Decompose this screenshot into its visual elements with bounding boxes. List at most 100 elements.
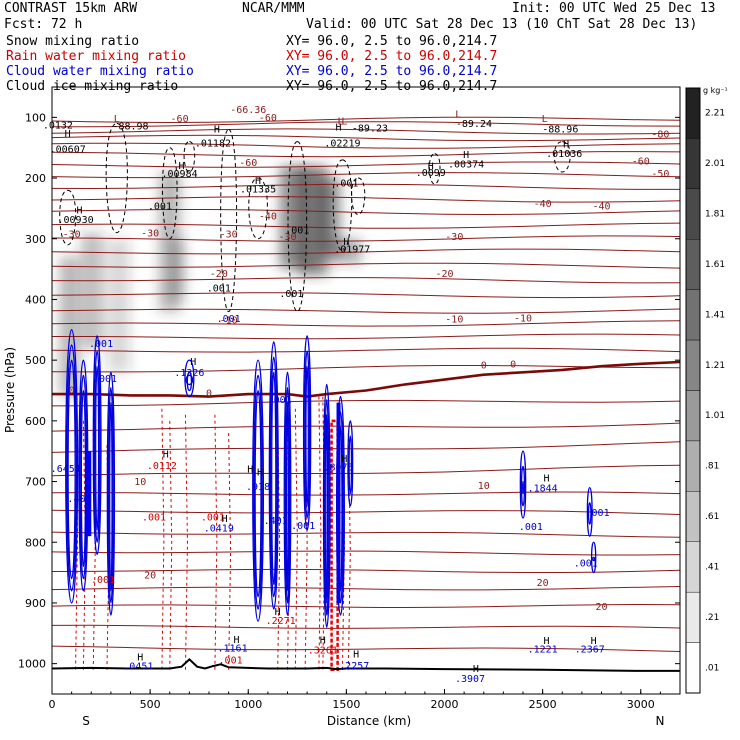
temperature_contours-labels-27: 20 [537, 578, 549, 589]
temperature_contours-extrema-0: .0132 [43, 120, 73, 131]
cloud_water_labels-5: .6451 [51, 464, 81, 475]
freezing-level-path [52, 360, 680, 398]
colorbar-seg-2 [685, 188, 701, 240]
cloud-contour-12-2 [522, 480, 524, 495]
cloud_water_labels-12: .1844 [528, 483, 558, 494]
y-tick-label-2: 300 [25, 233, 46, 246]
isotherm-13 [52, 248, 680, 255]
isotherm-10 [52, 209, 680, 216]
high-marker-0: H [65, 129, 71, 140]
isotherm-3 [52, 134, 680, 142]
temperature_contours-labels-16: -20 [435, 269, 453, 280]
cloud_water_labels-11: .0419 [204, 523, 234, 534]
snow-shade-col-8 [169, 238, 186, 300]
model-title: CONTRAST 15km ARW [4, 1, 138, 16]
cloud-contour-7-1 [304, 350, 311, 519]
cloud-contour-2-1 [93, 350, 101, 543]
cloud_water_labels-0: .001 [217, 314, 241, 325]
cloud-contour-3-2 [109, 401, 113, 592]
low-marker-4: L [542, 114, 548, 125]
temperature_contours-labels-3: -80 [651, 129, 669, 140]
temperature_contours-labels-5: -60 [632, 157, 650, 168]
snow-contour-4 [248, 177, 268, 240]
terrain-line [52, 658, 680, 672]
high-marker-11: H [163, 449, 169, 460]
freezing-level-line [52, 360, 680, 398]
x-tick-label-4: 2000 [431, 698, 459, 711]
isotherm-31 [52, 586, 680, 591]
org-label: NCAR/MMM [242, 1, 305, 16]
temperature_contours-extrema-7: -88.96 [542, 125, 578, 136]
y-tick-label-5: 600 [25, 415, 46, 428]
colorbar-label-10: .21 [705, 613, 719, 623]
temperature_contours-extrema-4: .02219 [324, 138, 360, 149]
isotherm-0 [52, 116, 680, 124]
high-marker-14: H [341, 454, 347, 465]
rain_labels-1: .001 [142, 512, 166, 523]
cloud-contour-0-2 [67, 359, 76, 580]
field-rain-name: Rain water mixing ratio [6, 49, 187, 64]
high-marker-12: H [544, 474, 550, 485]
temperature_contours-labels-11: -30 [141, 228, 159, 239]
snow-contour-10 [183, 141, 196, 173]
cloud-contour-5-2 [271, 371, 277, 586]
init-time: Init: 00 UTC Wed 25 Dec 13 [512, 1, 716, 16]
field-snow-name: Snow mixing ratio [6, 34, 140, 49]
snow-contour-8 [553, 141, 571, 173]
isotherm-33 [52, 624, 680, 629]
rain_labels-4: .001 [219, 656, 243, 667]
rain-streak-7 [214, 414, 218, 670]
colorbar-unit: g kg⁻¹ [703, 86, 728, 95]
isotherm-26 [52, 491, 680, 496]
colorbar-label-11: .01 [705, 663, 719, 673]
y-tick-label-4: 500 [25, 354, 46, 367]
isotherm-16 [52, 292, 680, 299]
cloud-contour-5-1 [269, 356, 278, 598]
cloud_water_labels-20: .1221 [528, 645, 558, 656]
topography-line [52, 658, 680, 672]
cloud-contour-2-2 [95, 365, 100, 531]
temperature_contours-labels-17: -10 [220, 316, 238, 327]
high-marker-5: H [428, 162, 434, 173]
colorbar-label-3: 1.61 [705, 260, 725, 270]
cloud-contour-4-0 [252, 359, 264, 622]
y-tick-label-6: 700 [25, 476, 46, 489]
y-tick-label-1: 200 [25, 172, 46, 185]
snow_labels-0: .00984 [162, 169, 198, 180]
high-marker-22: H [320, 636, 326, 647]
contour-labels: -60-66.36-60-80-60 -60-50-40 -40-40-30 -30-… [43, 105, 670, 685]
temperature_contours-extrema-5: -89.23 [352, 123, 388, 134]
x-tick-label-6: 3000 [627, 698, 655, 711]
colorbar-seg-0 [685, 87, 701, 139]
axes: 0 500 1000 1500 2000 2500 30001002003004005006… [18, 111, 681, 711]
snow-shading [59, 165, 362, 397]
y-axis-title: Pressure (hPa) [3, 347, 17, 433]
temperature_contours-labels-28: 20 [595, 602, 607, 613]
temperature_contours-extrema-2: -88.98 [112, 121, 148, 132]
snow_labels-6: .001 [207, 284, 231, 295]
colorbar-seg-5 [685, 339, 701, 391]
cloud-contour-1-0 [78, 359, 89, 592]
temperature_contours-labels-4: -60 [239, 158, 257, 169]
temperature_contours-labels-13: -30 [278, 232, 296, 243]
high-marker-4: H [255, 176, 261, 187]
high-marker-20: H [233, 635, 239, 646]
colorbar-label-7: .81 [705, 462, 719, 472]
temperature_contours-labels-9: -40 [259, 211, 277, 222]
temperature_contours-labels-19: -10 [514, 313, 532, 324]
cloud_water_labels-8: .401 [264, 516, 288, 527]
isotherm-2 [52, 128, 680, 135]
low-marker-2: L [341, 117, 347, 128]
cloud-contour-3-1 [107, 386, 114, 604]
snow_labels-3: .001 [334, 179, 358, 190]
isotherm-8 [52, 183, 680, 190]
temperature_contours-labels-18: -10 [445, 315, 463, 326]
rain-streak-4 [161, 408, 165, 670]
snow_labels-1: .01335 [240, 185, 276, 196]
y-tick-label-3: 400 [25, 293, 46, 306]
colorbar-label-1: 2.01 [705, 159, 725, 169]
valid-time: Valid: 00 UTC Sat 28 Dec 13 (10 ChT Sat … [306, 17, 698, 32]
temperature_contours-extrema-3: .01182 [195, 138, 231, 149]
isotherm-29 [52, 550, 680, 556]
